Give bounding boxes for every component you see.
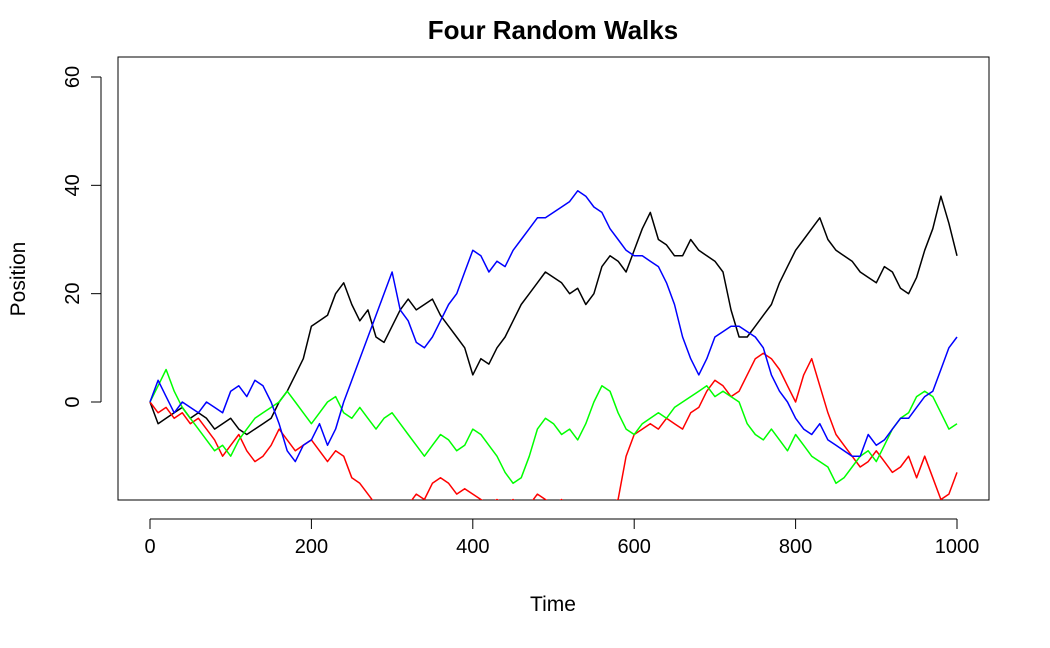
x-axis-label: Time bbox=[530, 593, 576, 616]
plot-box bbox=[117, 56, 990, 501]
x-tick-label: 400 bbox=[456, 536, 489, 558]
x-tick-label: 1000 bbox=[935, 536, 980, 558]
y-tick-label: 0 bbox=[62, 396, 84, 407]
x-tick-label: 0 bbox=[144, 536, 155, 558]
series-layer bbox=[149, 190, 958, 500]
series-line-2 bbox=[149, 352, 958, 500]
y-axis-label: Position bbox=[7, 242, 30, 317]
series-line-1 bbox=[149, 195, 958, 436]
x-tick-label: 800 bbox=[779, 536, 812, 558]
y-tick-label: 20 bbox=[62, 283, 84, 305]
chart-title: Four Random Walks bbox=[428, 15, 678, 45]
y-tick-label: 40 bbox=[62, 174, 84, 196]
y-axis: 0 20 40 60 bbox=[62, 66, 102, 408]
x-tick-label: 600 bbox=[618, 536, 651, 558]
y-tick-label: 60 bbox=[62, 66, 84, 88]
series-line-4 bbox=[149, 190, 958, 463]
x-tick-label: 200 bbox=[295, 536, 328, 558]
x-axis: 0 200 400 600 800 1000 bbox=[144, 518, 980, 558]
series-line-3 bbox=[149, 368, 958, 485]
